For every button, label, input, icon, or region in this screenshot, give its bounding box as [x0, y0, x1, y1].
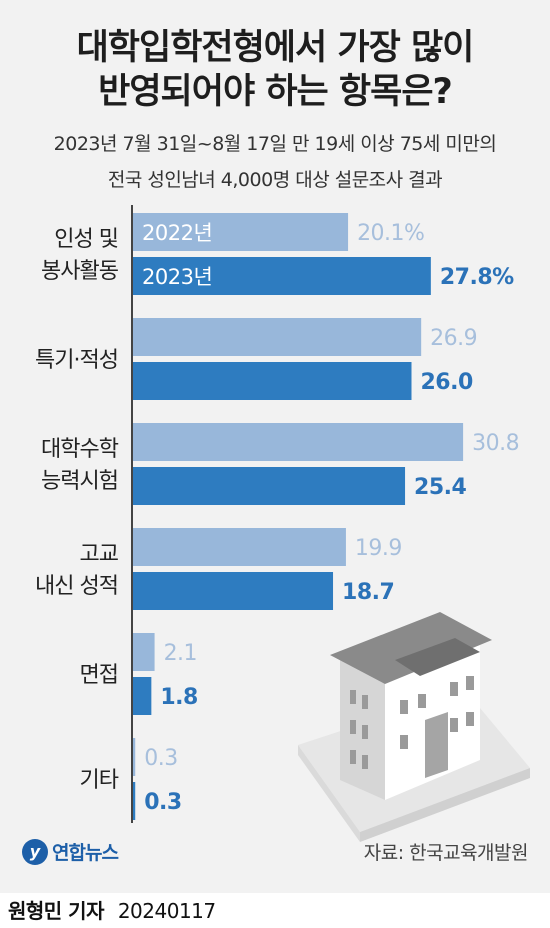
data-label-0-1: 26.9	[430, 326, 477, 351]
series-label-0: 2022년	[142, 221, 212, 245]
data-label-1-1: 26.0	[421, 370, 473, 395]
byline: 원형민 기자 20240117	[8, 895, 216, 924]
category-label-4-0: 면접	[80, 663, 118, 688]
yonhap-mark-icon: y	[22, 838, 48, 865]
yonhap-logo: y 연합뉴스	[22, 838, 119, 865]
category-label-3-1: 내신 성적	[35, 574, 118, 599]
bar-1-3	[132, 572, 334, 610]
subtitle-line-1: 2023년 7월 31일~8월 17일 만 19세 이상 75세 미만의	[53, 133, 497, 155]
bar-1-4	[132, 677, 152, 715]
bar-1-5	[132, 782, 136, 820]
data-label-0-0: 20.1%	[357, 221, 424, 246]
category-label-0-1: 봉사활동	[41, 259, 119, 284]
data-label-1-5: 0.3	[144, 790, 181, 815]
category-label-5-0: 기타	[80, 768, 119, 793]
title-line-1: 대학입학전형에서 가장 많이	[76, 28, 475, 68]
category-label-2-0: 대학수학	[41, 437, 119, 462]
category-label-0-0: 인성 및	[54, 227, 118, 252]
category-label-3-0: 고교	[80, 542, 119, 567]
bar-0-5	[132, 738, 136, 776]
bar-1-1	[132, 362, 412, 400]
data-label-0-4: 2.1	[164, 641, 198, 666]
data-label-0-2: 30.8	[472, 431, 519, 456]
byline-date: 20240117	[117, 899, 216, 923]
bar-0-4	[132, 633, 155, 671]
bar-0-1	[132, 318, 422, 356]
source-note: 자료: 한국교육개발원	[363, 842, 529, 864]
building-illustration	[298, 612, 530, 842]
data-label-1-2: 25.4	[414, 475, 466, 500]
data-label-0-5: 0.3	[144, 746, 178, 771]
data-label-1-4: 1.8	[160, 685, 197, 710]
bar-0-0	[132, 213, 349, 251]
logo-text: 연합뉴스	[52, 842, 119, 864]
series-label-1: 2023년	[142, 265, 212, 289]
data-label-0-3: 19.9	[355, 536, 402, 561]
bar-1-0	[132, 257, 431, 295]
byline-name: 원형민 기자	[8, 899, 104, 923]
data-label-1-0: 27.8%	[440, 265, 514, 290]
category-label-1-0: 특기·적성	[35, 348, 118, 373]
data-label-1-3: 18.7	[342, 580, 394, 605]
subtitle-line-2: 전국 성인남녀 4,000명 대상 설문조사 결과	[107, 169, 443, 191]
title-line-2: 반영되어야 하는 항목은?	[98, 72, 453, 112]
category-label-2-1: 능력시험	[41, 469, 118, 494]
bar-0-3	[132, 528, 346, 566]
bar-1-2	[132, 467, 406, 505]
bar-0-2	[132, 423, 464, 461]
